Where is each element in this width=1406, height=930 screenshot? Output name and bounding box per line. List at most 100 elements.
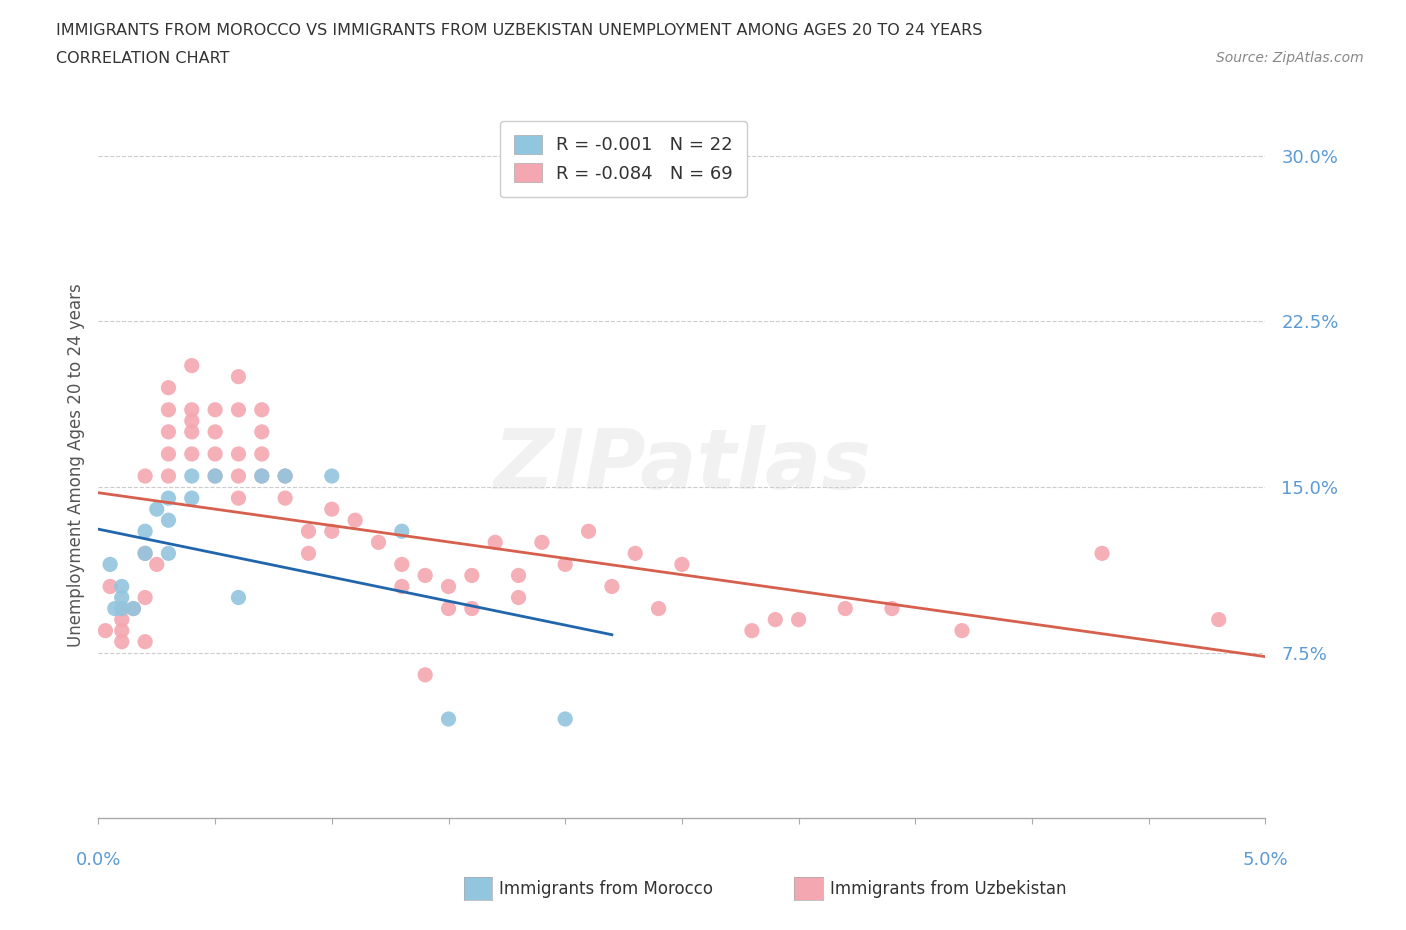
Point	[950, 623, 973, 638]
Point	[274, 469, 297, 484]
Point	[461, 568, 484, 583]
Point	[508, 591, 530, 605]
Point	[297, 524, 319, 538]
Point	[321, 469, 343, 484]
Point	[554, 711, 576, 726]
Text: 0.0%: 0.0%	[76, 851, 121, 870]
Point	[763, 612, 786, 627]
Point	[250, 469, 273, 484]
Point	[134, 469, 156, 484]
Point	[157, 491, 180, 506]
Point	[134, 634, 156, 649]
Point	[157, 512, 180, 527]
Point	[1208, 612, 1230, 627]
Point	[344, 512, 367, 527]
Point	[250, 424, 273, 439]
Point	[134, 546, 156, 561]
Point	[228, 369, 250, 384]
Point	[461, 601, 484, 616]
Text: ZIPatlas: ZIPatlas	[494, 424, 870, 506]
Point	[297, 546, 319, 561]
Point	[122, 601, 145, 616]
Point	[367, 535, 389, 550]
Point	[437, 579, 460, 594]
Point	[413, 568, 436, 583]
Text: Immigrants from Morocco: Immigrants from Morocco	[499, 880, 713, 898]
Point	[484, 535, 506, 550]
Point	[94, 623, 117, 638]
Text: Source: ZipAtlas.com: Source: ZipAtlas.com	[1216, 51, 1364, 65]
Point	[157, 424, 180, 439]
Point	[508, 568, 530, 583]
Point	[647, 601, 669, 616]
Point	[180, 403, 202, 418]
Point	[111, 623, 134, 638]
Point	[600, 579, 623, 594]
Point	[111, 579, 134, 594]
Point	[228, 491, 250, 506]
Point	[146, 557, 169, 572]
Point	[146, 502, 169, 517]
Point	[111, 601, 134, 616]
Point	[624, 546, 647, 561]
Text: IMMIGRANTS FROM MOROCCO VS IMMIGRANTS FROM UZBEKISTAN UNEMPLOYMENT AMONG AGES 20: IMMIGRANTS FROM MOROCCO VS IMMIGRANTS FR…	[56, 23, 983, 38]
Point	[741, 623, 763, 638]
Point	[157, 380, 180, 395]
Point	[321, 502, 343, 517]
Point	[204, 469, 226, 484]
Point	[157, 469, 180, 484]
Point	[391, 579, 413, 594]
Point	[413, 668, 436, 683]
Point	[111, 634, 134, 649]
Point	[157, 546, 180, 561]
Point	[111, 591, 134, 605]
Point	[180, 358, 202, 373]
Point	[122, 601, 145, 616]
Point	[437, 601, 460, 616]
Point	[180, 446, 202, 461]
Point	[134, 591, 156, 605]
Point	[134, 546, 156, 561]
Text: Immigrants from Uzbekistan: Immigrants from Uzbekistan	[830, 880, 1066, 898]
Point	[250, 469, 273, 484]
Point	[437, 711, 460, 726]
Point	[250, 446, 273, 461]
Point	[104, 601, 127, 616]
Point	[1091, 546, 1114, 561]
Point	[157, 446, 180, 461]
Point	[111, 601, 134, 616]
Y-axis label: Unemployment Among Ages 20 to 24 years: Unemployment Among Ages 20 to 24 years	[66, 283, 84, 647]
Point	[204, 469, 226, 484]
Point	[274, 469, 297, 484]
Point	[880, 601, 903, 616]
Point	[157, 403, 180, 418]
Point	[111, 612, 134, 627]
Point	[204, 403, 226, 418]
Point	[228, 591, 250, 605]
Point	[204, 446, 226, 461]
Text: 5.0%: 5.0%	[1243, 851, 1288, 870]
Point	[321, 524, 343, 538]
Point	[98, 557, 121, 572]
Legend: R = -0.001   N = 22, R = -0.084   N = 69: R = -0.001 N = 22, R = -0.084 N = 69	[501, 121, 747, 197]
Point	[180, 469, 202, 484]
Text: CORRELATION CHART: CORRELATION CHART	[56, 51, 229, 66]
Point	[98, 579, 121, 594]
Point	[228, 469, 250, 484]
Point	[250, 403, 273, 418]
Point	[391, 524, 413, 538]
Point	[204, 424, 226, 439]
Point	[180, 414, 202, 429]
Point	[274, 491, 297, 506]
Point	[180, 424, 202, 439]
Point	[671, 557, 693, 572]
Point	[578, 524, 600, 538]
Point	[391, 557, 413, 572]
Point	[787, 612, 810, 627]
Point	[554, 557, 576, 572]
Point	[228, 446, 250, 461]
Point	[228, 403, 250, 418]
Point	[134, 524, 156, 538]
Point	[180, 491, 202, 506]
Point	[530, 535, 553, 550]
